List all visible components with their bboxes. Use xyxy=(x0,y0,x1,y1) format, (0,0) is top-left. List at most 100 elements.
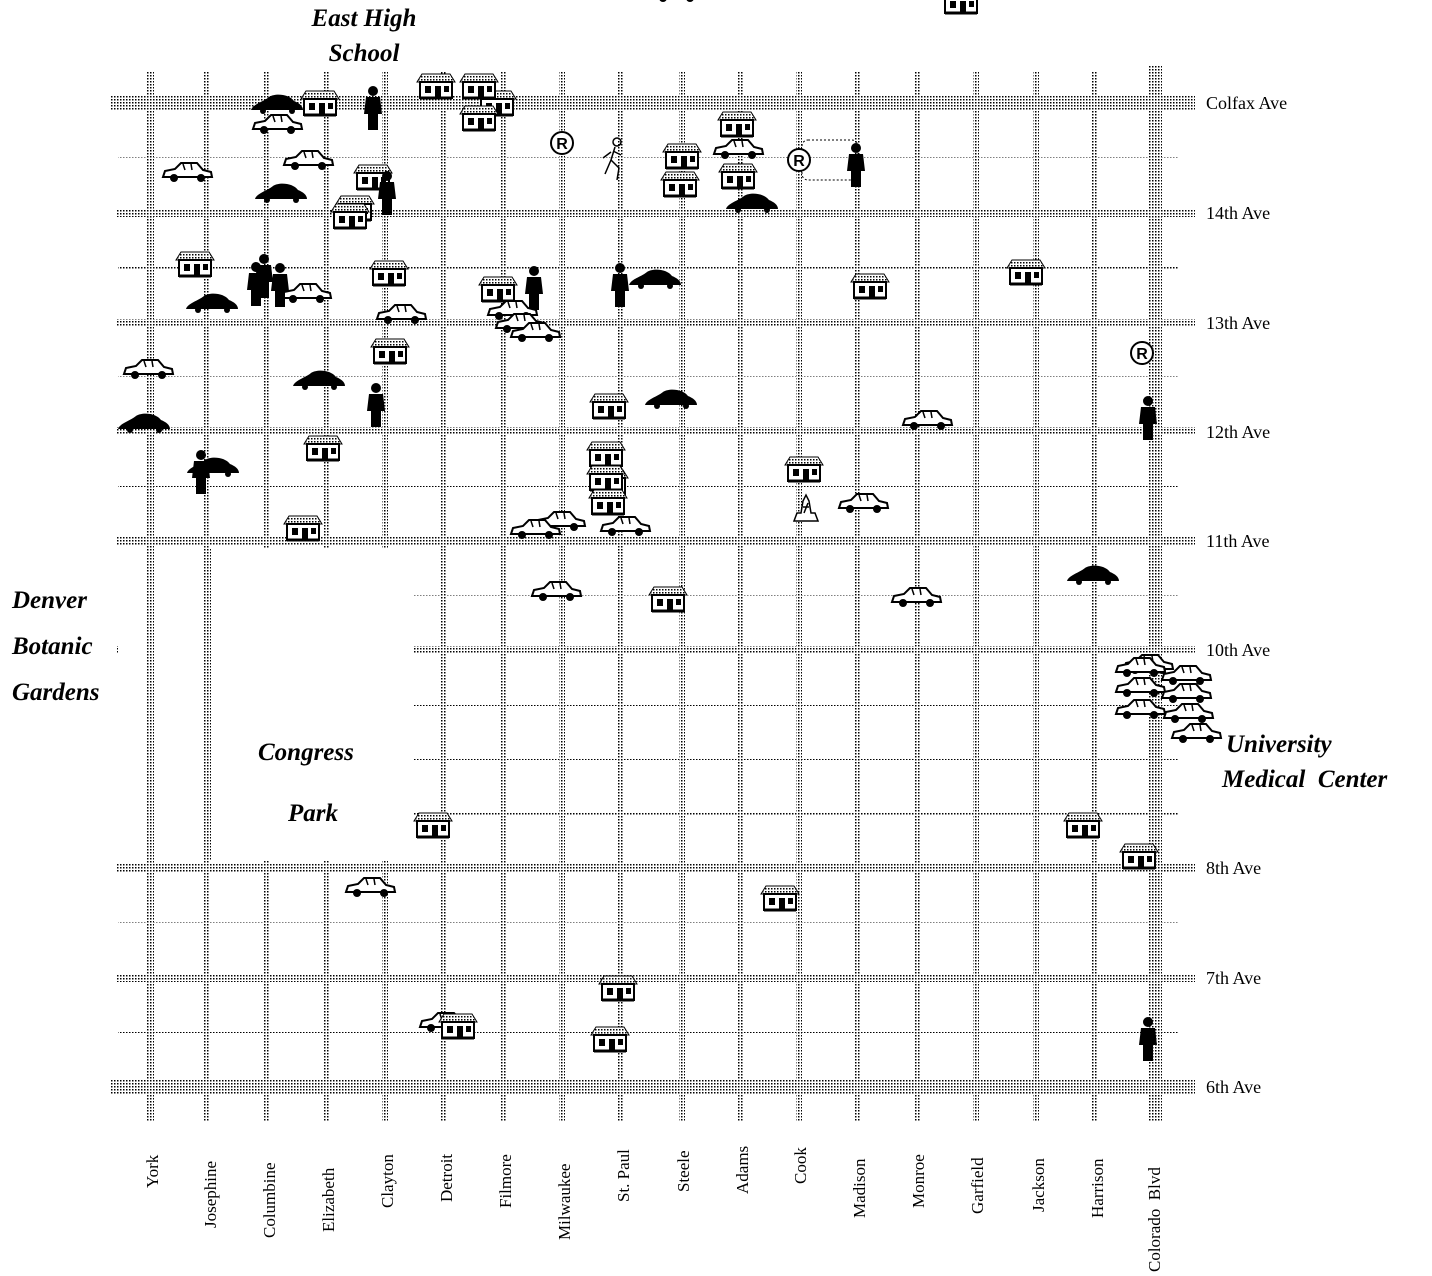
minor-street-8 xyxy=(118,813,1178,815)
avenue-11th-ave xyxy=(116,537,1195,545)
minor-street-7 xyxy=(118,758,1178,760)
street-label-madison: Madison xyxy=(850,1158,869,1219)
person-icon xyxy=(271,263,289,307)
avenue-label-11th: 11th Ave xyxy=(1206,531,1270,551)
street-label-detroit: Detroit xyxy=(437,1153,456,1202)
avenue-label-6th: 6th Ave xyxy=(1206,1077,1262,1097)
car-icon xyxy=(1171,723,1222,744)
avenue-10th-east-segment xyxy=(414,646,1195,654)
landmark-denver-botanic-gardens: Denver Botanic Gardens xyxy=(12,588,100,705)
street-label-cook: Cook xyxy=(791,1147,810,1184)
car-icon xyxy=(1163,703,1214,724)
minor-street-9 xyxy=(118,922,1178,924)
house-icon xyxy=(585,464,627,492)
house-icon xyxy=(302,434,344,462)
house-icon xyxy=(589,1025,631,1053)
house-icon xyxy=(1118,842,1160,870)
street-label-filmore: Filmore xyxy=(496,1154,515,1208)
minor-street-2 xyxy=(118,267,1178,269)
house-icon xyxy=(585,440,627,468)
avenue-label-12th: 12th Ave xyxy=(1206,422,1271,442)
landmark-congress-park: Congress Park xyxy=(258,740,354,826)
street-york-park-segment xyxy=(146,548,154,860)
house-icon xyxy=(759,884,801,912)
restaurant-icon xyxy=(1130,341,1154,365)
house-icon xyxy=(368,259,410,287)
house-icon xyxy=(458,104,500,132)
landmark-east-high-school: East High School xyxy=(296,6,432,66)
avenue-13th-ave xyxy=(116,319,1195,327)
street-label-josephine: Josephine xyxy=(201,1160,220,1228)
car-dark-icon xyxy=(629,269,681,289)
house-icon xyxy=(661,142,703,170)
minor-street-5 xyxy=(118,595,1178,597)
car-icon xyxy=(531,581,582,602)
street-colorado-blvd xyxy=(1148,66,1162,1122)
landmark-university-medical-center: University Medical Center xyxy=(1222,732,1387,792)
street-label-steele: Steele xyxy=(674,1150,693,1192)
street-label-milwaukee: Milwaukee xyxy=(555,1163,574,1240)
car-dark-icon xyxy=(645,389,697,409)
house-icon xyxy=(329,202,371,230)
house-icon xyxy=(415,72,457,100)
house-icon xyxy=(647,585,689,613)
restaurant-icon xyxy=(550,131,574,155)
avenue-label-13th: 13th Ave xyxy=(1206,313,1271,333)
minor-street-3 xyxy=(118,376,1178,378)
house-icon xyxy=(282,514,324,542)
landmark-medical-line1: University xyxy=(1226,731,1332,758)
house-icon xyxy=(1062,811,1104,839)
house-icon xyxy=(369,337,411,365)
house-icon xyxy=(1005,258,1047,286)
congress-park-area xyxy=(118,548,414,860)
avenue-label-7th: 7th Ave xyxy=(1206,968,1262,988)
house-icon xyxy=(716,110,758,138)
car-dark-icon xyxy=(293,370,345,390)
house-icon xyxy=(174,250,216,278)
avenue-label-14th: 14th Ave xyxy=(1206,203,1271,223)
car-icon xyxy=(252,114,303,135)
street-josephine-park-segment xyxy=(203,548,211,860)
house-icon xyxy=(412,811,454,839)
street-label-elizabeth: Elizabeth xyxy=(319,1167,338,1232)
street-label-colorado-blvd: Colorado Blvd xyxy=(1145,1167,1164,1272)
house-icon xyxy=(783,455,825,483)
car-icon xyxy=(838,493,889,514)
landmark-east-high-line1: East High xyxy=(311,5,417,32)
street-label-harrison: Harrison xyxy=(1088,1158,1107,1218)
avenue-6th-ave xyxy=(110,1079,1195,1095)
house-icon xyxy=(940,0,982,15)
minor-street-1 xyxy=(118,157,1178,159)
house-icon xyxy=(849,272,891,300)
house-icon xyxy=(477,275,519,303)
car-icon xyxy=(600,516,651,537)
house-icon xyxy=(717,162,759,190)
street-label-garfield: Garfield xyxy=(968,1157,987,1214)
street-label-jackson: Jackson xyxy=(1029,1158,1048,1212)
avenue-label-10th: 10th Ave xyxy=(1206,640,1271,660)
street-label-monroe: Monroe xyxy=(909,1154,928,1208)
avenue-label-colfax: Colfax Ave xyxy=(1206,93,1288,113)
street-label-columbine: Columbine xyxy=(260,1162,279,1238)
landmark-botanic-line2: Botanic xyxy=(12,633,93,660)
restaurant-icon xyxy=(787,148,811,172)
avenue-label-8th: 8th Ave xyxy=(1206,858,1262,878)
landmark-congress-line1: Congress xyxy=(258,739,354,766)
street-label-york: York xyxy=(143,1154,162,1188)
landmark-botanic-line1: Denver xyxy=(12,587,87,614)
landmark-botanic-line3: Gardens xyxy=(12,679,100,706)
street-label-clayton: Clayton xyxy=(378,1154,397,1208)
house-icon xyxy=(437,1012,479,1040)
person-icon xyxy=(364,86,382,130)
minor-street-4 xyxy=(118,485,1178,487)
avenue-colfax-ave xyxy=(110,95,1195,111)
house-icon xyxy=(299,89,341,117)
avenue-14th-ave xyxy=(116,209,1195,217)
person-icon xyxy=(611,263,629,307)
avenue-8th-ave xyxy=(116,864,1195,872)
landmark-east-high-line2: School xyxy=(328,40,400,67)
car-icon xyxy=(651,0,702,3)
avenue-12th-ave xyxy=(116,427,1195,435)
house-icon xyxy=(587,488,629,516)
